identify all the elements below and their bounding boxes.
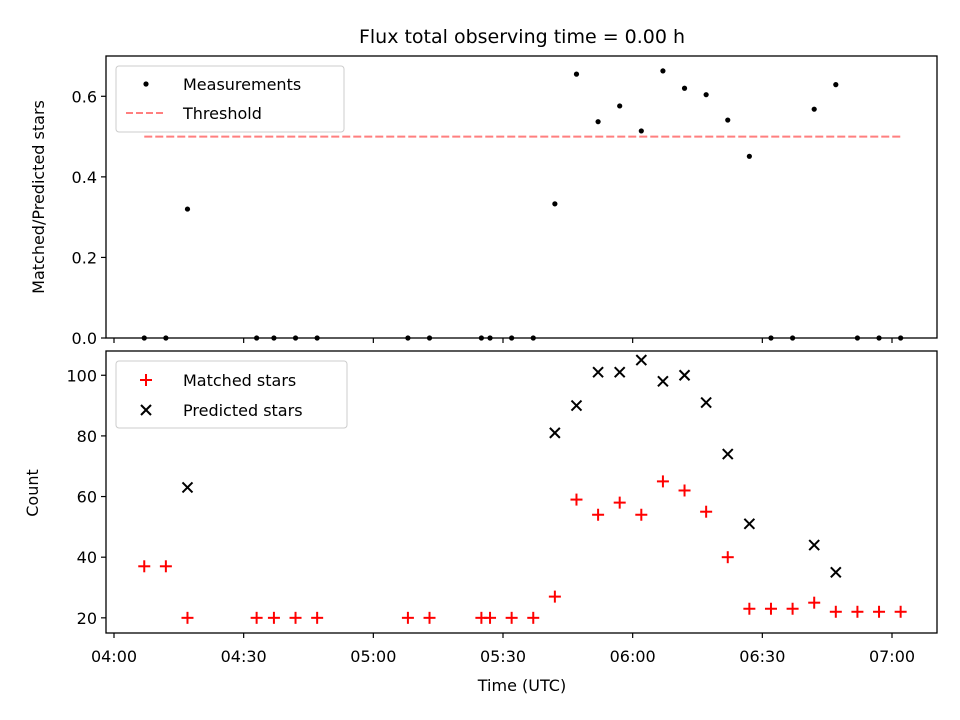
matched-star-point xyxy=(505,611,518,624)
bottom-axes-frame xyxy=(105,350,938,634)
measurement-point xyxy=(617,103,623,109)
bottom-plot-area xyxy=(138,354,907,624)
x-tick-label: 05:30 xyxy=(480,647,526,666)
legend-predicted-marker xyxy=(140,404,152,416)
y-tick-label: 0.0 xyxy=(72,329,97,348)
x-tick-label: 06:00 xyxy=(610,647,656,666)
bottom-legend-box xyxy=(115,360,348,429)
top-y-axis: 0.0 0.2 0.4 0.6 xyxy=(72,87,106,348)
x-tick-label: 05:00 xyxy=(350,647,396,666)
measurement-point xyxy=(595,119,601,125)
matched-star-point xyxy=(527,611,540,624)
matched-star-point xyxy=(613,496,626,509)
y-tick-label: 100 xyxy=(66,366,97,385)
top-legend: Measurements Threshold xyxy=(115,65,345,133)
matched-star-point xyxy=(678,484,691,497)
measurement-point xyxy=(184,206,191,212)
matched-star-point xyxy=(267,611,280,624)
bottom-x-axis: 04:00 04:30 05:00 05:30 06:00 06:30 07:00 xyxy=(91,633,915,666)
x-tick-label: 04:00 xyxy=(91,647,137,666)
measurement-point xyxy=(552,201,558,207)
matched-star-point xyxy=(721,551,734,564)
y-tick-label: 80 xyxy=(77,427,97,446)
x-tick-label: 04:30 xyxy=(221,647,267,666)
matched-star-point xyxy=(635,508,648,521)
x-axis-label: Time (UTC) xyxy=(477,676,566,695)
predicted-star-point xyxy=(700,396,712,409)
predicted-star-point xyxy=(678,369,691,381)
matched-star-point xyxy=(808,596,821,609)
legend-predicted-label: Predicted stars xyxy=(183,401,303,420)
y-tick-label: 0.4 xyxy=(72,168,97,187)
measurement-point xyxy=(638,128,644,134)
matched-star-point xyxy=(743,602,756,615)
top-plot-area xyxy=(141,68,904,341)
matched-star-point xyxy=(548,590,561,603)
y-tick-label: 0.2 xyxy=(72,248,97,267)
matched-star-point xyxy=(138,560,151,573)
y-tick-label: 60 xyxy=(77,488,97,507)
legend-threshold-label: Threshold xyxy=(182,104,262,123)
y-tick-label: 40 xyxy=(77,548,97,567)
bottom-panel: 20 40 60 80 100 04:00 04:30 05:00 05:30 06:00 06:… xyxy=(23,350,938,695)
bottom-legend: Matched stars Predicted stars xyxy=(115,360,348,429)
predicted-star-point xyxy=(592,366,604,378)
measurement-point xyxy=(833,82,839,88)
chart-title: Flux total observing time = 0.00 h xyxy=(359,26,685,48)
matched-star-point xyxy=(423,611,436,624)
y-tick-label: 20 xyxy=(77,609,97,628)
predicted-star-point xyxy=(830,566,842,579)
matched-star-point xyxy=(289,611,302,624)
y-tick-label: 0.6 xyxy=(72,87,97,106)
matched-star-point xyxy=(484,611,497,624)
matched-star-point xyxy=(851,605,864,618)
top-y-axis-label: Matched/Predicted stars xyxy=(29,100,48,294)
matched-star-point xyxy=(873,605,886,618)
measurement-point xyxy=(660,68,666,74)
bottom-y-axis: 20 40 60 80 100 xyxy=(66,366,106,628)
legend-measurements-marker xyxy=(143,81,149,87)
matched-star-point xyxy=(829,605,842,618)
measurement-point xyxy=(573,71,580,77)
matched-star-point xyxy=(159,560,172,573)
matched-star-point xyxy=(570,493,583,506)
measurement-point xyxy=(746,153,752,159)
measurement-point xyxy=(681,85,688,91)
predicted-star-point xyxy=(722,448,734,460)
predicted-star-point xyxy=(613,366,626,378)
legend-matched-marker xyxy=(140,374,152,386)
bottom-y-axis-label: Count xyxy=(23,469,42,517)
predicted-star-point xyxy=(635,354,648,366)
matched-star-point xyxy=(401,611,414,624)
predicted-star-point xyxy=(570,399,583,412)
top-legend-box xyxy=(115,65,345,133)
matched-star-point xyxy=(311,611,324,624)
legend-matched-label: Matched stars xyxy=(183,371,296,390)
x-tick-label: 06:30 xyxy=(739,647,785,666)
top-panel: 0.0 0.2 0.4 0.6 Matched/Predicted stars Mea… xyxy=(29,55,938,348)
measurement-point xyxy=(725,117,731,123)
matched-star-point xyxy=(786,602,799,615)
predicted-star-point xyxy=(549,427,561,439)
matched-star-point xyxy=(250,611,263,624)
top-x-axis xyxy=(113,338,893,343)
predicted-star-point xyxy=(657,375,669,388)
legend-measurements-label: Measurements xyxy=(183,75,301,94)
top-axes-frame xyxy=(105,55,938,339)
predicted-star-point xyxy=(743,518,756,530)
matched-star-point xyxy=(700,505,713,518)
matched-star-point xyxy=(894,605,907,618)
matched-star-point xyxy=(656,475,669,488)
measurement-point xyxy=(811,106,817,112)
predicted-star-point xyxy=(808,539,820,551)
matched-star-point xyxy=(764,602,777,615)
measurement-point xyxy=(703,92,709,98)
matched-star-point xyxy=(181,611,194,624)
x-tick-label: 07:00 xyxy=(869,647,915,666)
matched-star-point xyxy=(592,508,605,521)
predicted-star-point xyxy=(181,481,194,494)
